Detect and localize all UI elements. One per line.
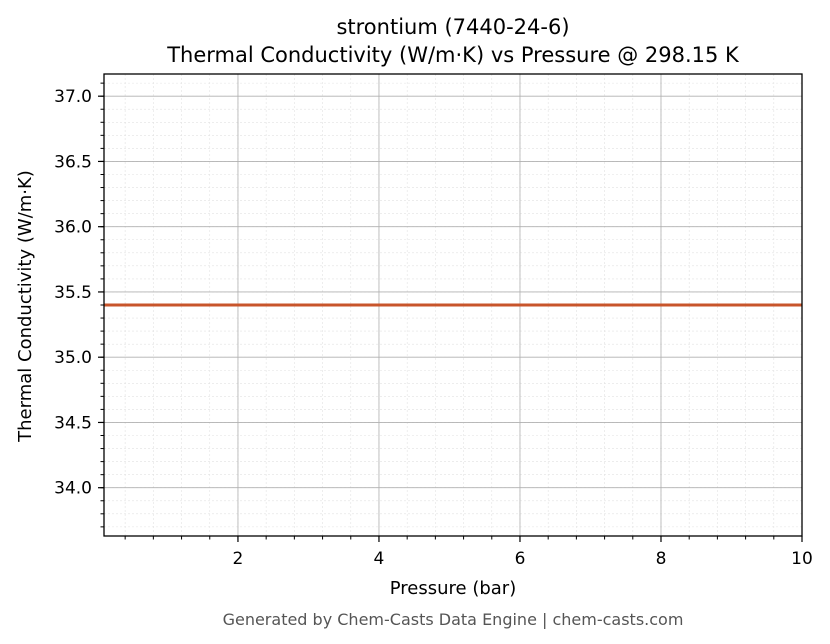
y-tick-label: 36.5 xyxy=(54,152,92,172)
x-tick-label: 4 xyxy=(374,549,385,569)
chart-subtitle: Thermal Conductivity (W/m·K) vs Pressure… xyxy=(166,43,740,67)
chart-title: strontium (7440-24-6) xyxy=(336,15,569,39)
x-tick-label: 6 xyxy=(515,549,526,569)
x-tick-label: 10 xyxy=(791,549,813,569)
y-tick-label: 36.0 xyxy=(54,218,92,238)
x-tick-label: 2 xyxy=(233,549,244,569)
tick-labels: 2 4 6 8 10 34.0 34.5 35.0 35.5 36.0 36.5 37.0 xyxy=(54,87,813,569)
axis-ticks xyxy=(98,82,803,542)
y-tick-label: 37.0 xyxy=(54,87,92,107)
footer-credit: Generated by Chem-Casts Data Engine | ch… xyxy=(223,610,684,629)
y-axis-label: Thermal Conductivity (W/m·K) xyxy=(15,170,36,443)
major-grid xyxy=(104,74,803,536)
x-tick-label: 8 xyxy=(656,549,667,569)
y-tick-label: 34.5 xyxy=(54,413,92,433)
x-axis-label: Pressure (bar) xyxy=(390,578,516,599)
y-tick-label: 34.0 xyxy=(54,479,92,499)
y-tick-label: 35.5 xyxy=(54,283,92,303)
y-tick-label: 35.0 xyxy=(54,348,92,368)
